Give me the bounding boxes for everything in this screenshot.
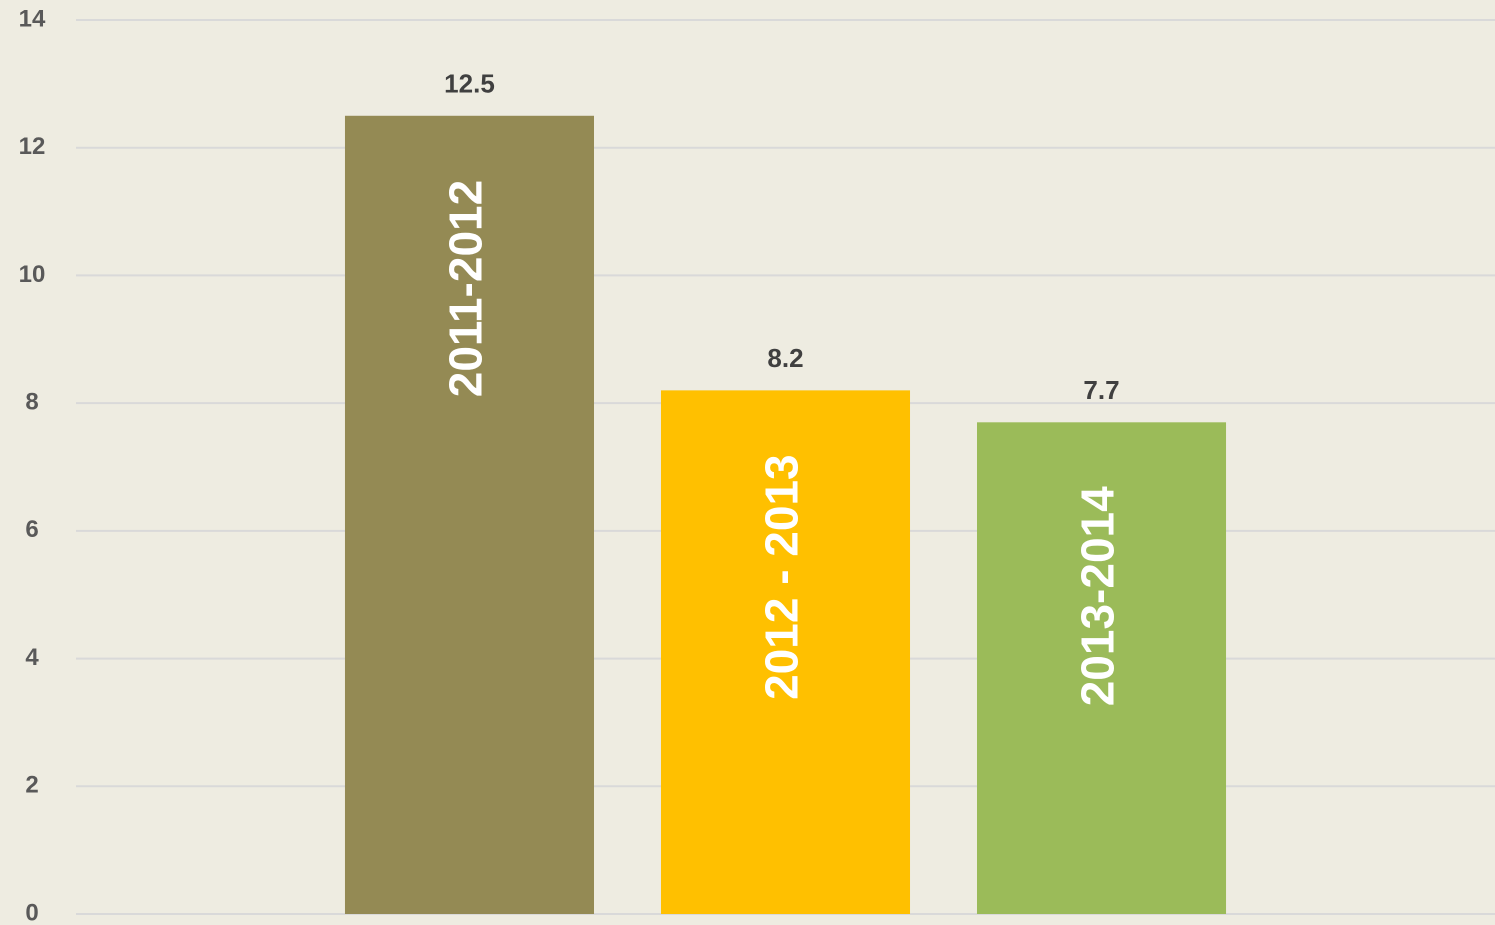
series-label: 2012 - 2013 [756, 454, 808, 700]
value-label: 7.7 [1083, 375, 1119, 405]
y-tick-label: 2 [25, 772, 38, 799]
bar [976, 422, 1227, 914]
y-tick-label: 14 [19, 5, 46, 32]
y-tick-label: 6 [25, 516, 38, 543]
series-label: 2011-2012 [440, 180, 492, 397]
y-tick-label: 12 [19, 133, 46, 160]
y-tick-label: 10 [19, 261, 46, 288]
value-label: 8.2 [767, 343, 803, 373]
y-tick-label: 8 [25, 388, 38, 415]
bar [660, 390, 911, 914]
value-label: 12.5 [444, 69, 495, 99]
series-label: 2013-2014 [1072, 486, 1124, 706]
y-tick-label: 4 [25, 644, 39, 671]
y-tick-label: 0 [25, 899, 38, 925]
bar [344, 115, 595, 915]
